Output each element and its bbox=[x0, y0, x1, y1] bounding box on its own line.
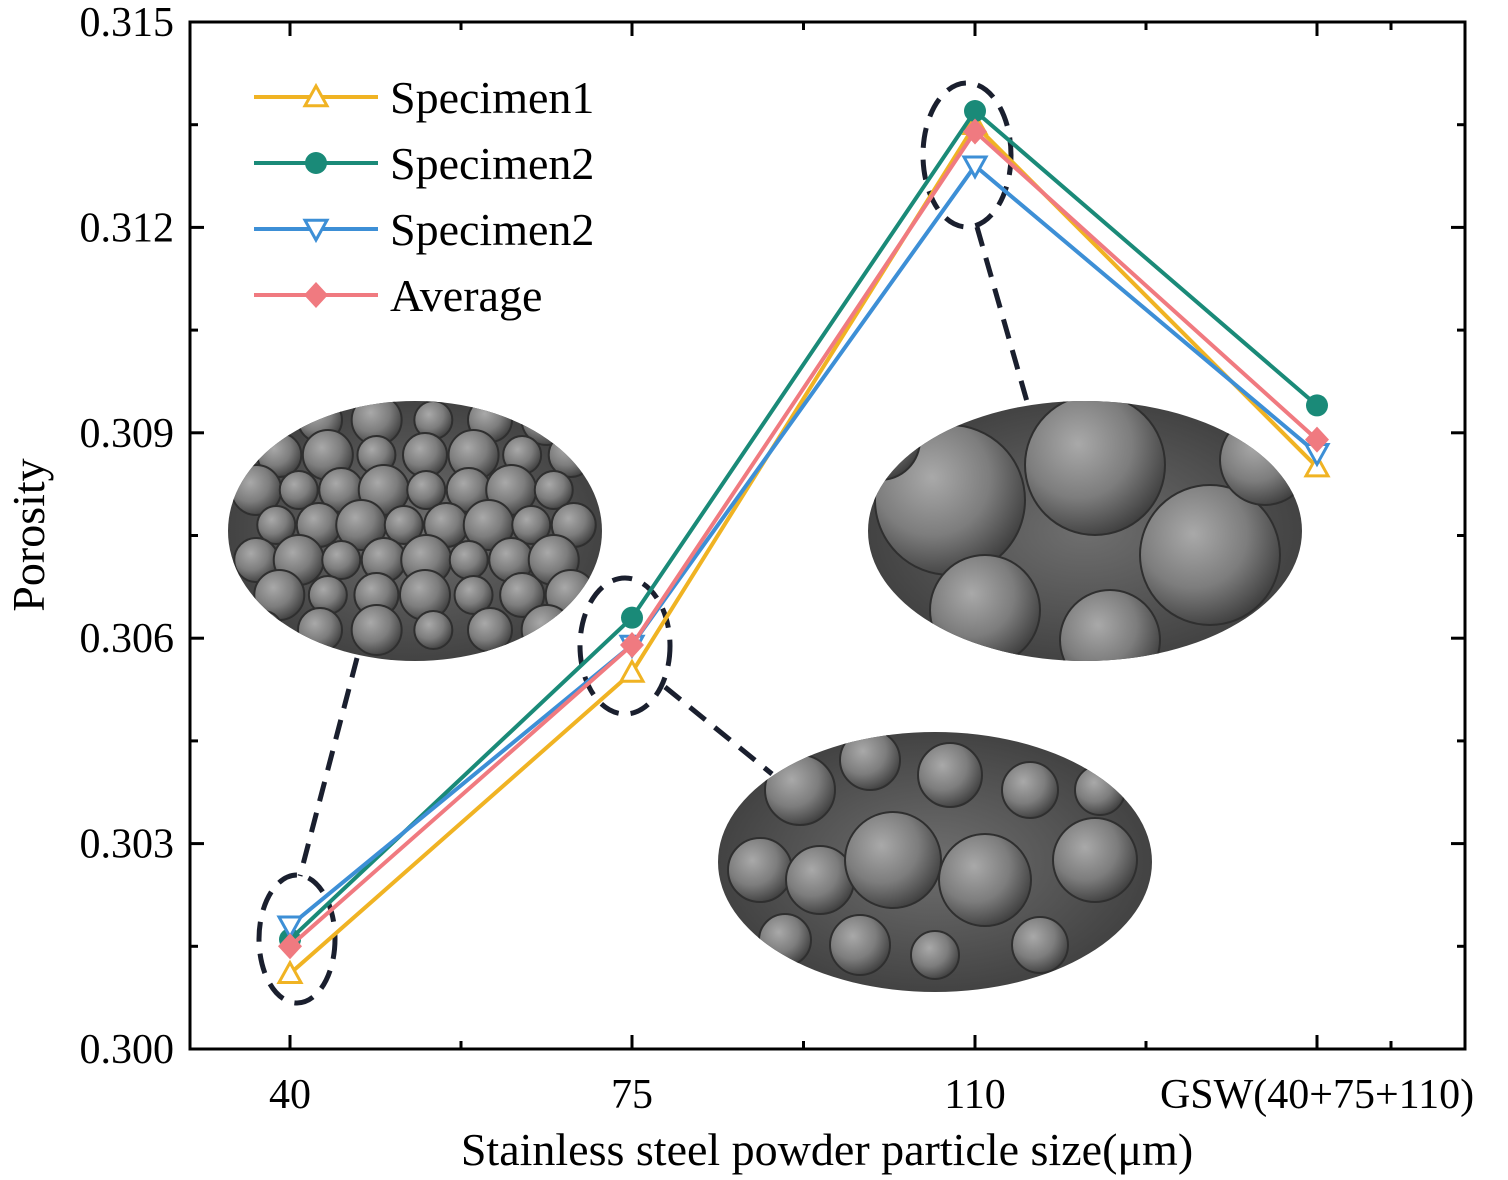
series-line bbox=[288, 122, 1319, 976]
legend-item: Average bbox=[254, 270, 542, 321]
data-point bbox=[1306, 394, 1328, 417]
callout-line-110 bbox=[974, 226, 1031, 406]
legend-item: Specimen2 bbox=[254, 204, 594, 255]
y-tick-label: 0.303 bbox=[80, 822, 175, 868]
legend-marker bbox=[302, 82, 330, 108]
data-point bbox=[961, 155, 989, 180]
series-line bbox=[288, 163, 1319, 928]
sem-image-75 bbox=[718, 732, 1152, 992]
series-4 bbox=[278, 118, 1329, 960]
data-point bbox=[621, 606, 643, 629]
legend-label: Specimen1 bbox=[390, 72, 594, 123]
x-tick-label: 40 bbox=[269, 1072, 311, 1118]
x-axis-title: Stainless steel powder particle size(μm) bbox=[461, 1124, 1193, 1175]
data-point bbox=[276, 915, 304, 940]
callout-line-75 bbox=[663, 685, 774, 776]
y-tick-label: 0.315 bbox=[80, 0, 175, 46]
series-line bbox=[288, 109, 1319, 941]
legend-marker bbox=[305, 152, 327, 174]
legend-marker bbox=[302, 218, 330, 244]
callout-circle-75 bbox=[577, 575, 673, 717]
data-point bbox=[963, 118, 987, 145]
y-axis: 0.300 0.303 0.306 0.309 0.312 0.315 bbox=[80, 0, 1465, 1073]
legend: Specimen1 Specimen2 Specimen2 Average bbox=[254, 72, 594, 321]
x-axis: 40 75 110 GSW(40+75+110) bbox=[269, 22, 1474, 1118]
y-tick-label: 0.312 bbox=[80, 205, 175, 251]
sem-image-40 bbox=[228, 401, 602, 661]
legend-label: Specimen2 bbox=[390, 204, 594, 255]
y-tick-label: 0.306 bbox=[80, 616, 175, 662]
data-point bbox=[964, 100, 986, 123]
data-point bbox=[620, 632, 644, 659]
data-point bbox=[278, 933, 302, 960]
y-tick-label: 0.300 bbox=[80, 1027, 175, 1073]
y-tick-label: 0.309 bbox=[80, 411, 175, 457]
legend-label: Average bbox=[390, 270, 542, 321]
x-tick-label: GSW(40+75+110) bbox=[1160, 1072, 1474, 1118]
data-point bbox=[276, 959, 304, 984]
legend-item: Specimen1 bbox=[254, 72, 594, 123]
sem-image-110 bbox=[868, 401, 1302, 661]
series-line bbox=[288, 129, 1319, 948]
callouts bbox=[256, 80, 1031, 1006]
y-axis-title: Porosity bbox=[3, 458, 54, 611]
data-point bbox=[618, 658, 646, 683]
legend-marker bbox=[304, 282, 328, 308]
legend-label: Specimen2 bbox=[390, 138, 594, 189]
legend-item: Specimen2 bbox=[254, 138, 594, 189]
series-layer bbox=[276, 100, 1331, 984]
callout-circle-40 bbox=[256, 872, 338, 1006]
callout-circle-110 bbox=[920, 80, 1014, 230]
data-point bbox=[1305, 426, 1329, 453]
x-tick-label: 110 bbox=[944, 1072, 1005, 1118]
axis-titles: Stainless steel powder particle size(μm)… bbox=[3, 458, 1193, 1175]
x-tick-label: 75 bbox=[611, 1072, 653, 1118]
callout-line-40 bbox=[297, 657, 360, 877]
